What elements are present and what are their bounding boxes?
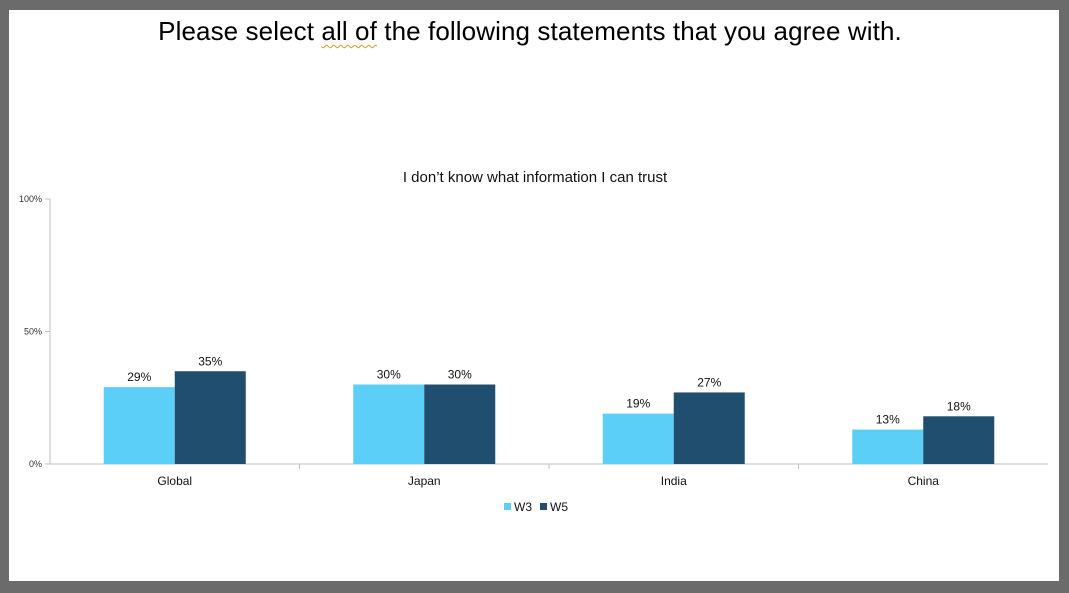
data-label: 27% bbox=[697, 375, 721, 389]
legend-swatch bbox=[540, 503, 547, 510]
data-label: 19% bbox=[626, 397, 650, 411]
slide-title-emphasis: all of bbox=[321, 16, 377, 46]
category-label: Japan bbox=[408, 474, 441, 488]
bar bbox=[174, 371, 246, 464]
bar bbox=[103, 387, 175, 464]
y-tick-label: 100% bbox=[19, 194, 42, 204]
data-label: 18% bbox=[947, 399, 971, 413]
bar bbox=[353, 384, 425, 464]
y-tick-label: 0% bbox=[29, 459, 42, 469]
y-tick-label: 50% bbox=[24, 327, 42, 337]
data-label: 13% bbox=[876, 413, 900, 427]
bar bbox=[852, 429, 924, 464]
legend-label: W5 bbox=[550, 500, 568, 514]
legend-swatch bbox=[504, 503, 511, 510]
legend-label: W3 bbox=[514, 500, 532, 514]
slide-background bbox=[9, 10, 1059, 581]
bar bbox=[602, 413, 674, 464]
slide-title: Please select all of the following state… bbox=[0, 16, 1060, 47]
category-label: Global bbox=[157, 474, 192, 488]
data-label: 30% bbox=[377, 368, 401, 382]
category-label: India bbox=[661, 474, 687, 488]
slide-title-end: the following statements that you agree … bbox=[376, 16, 902, 46]
data-label: 30% bbox=[448, 368, 472, 382]
chart-bars bbox=[103, 371, 995, 464]
data-label: 29% bbox=[127, 370, 151, 384]
chart-labels: Global 29% 35% Japan 30% 30% India 19% 27% China 1… bbox=[127, 354, 971, 488]
data-label: 35% bbox=[198, 354, 222, 368]
bar bbox=[673, 392, 745, 464]
bar bbox=[923, 416, 995, 464]
slide-title-start: Please select bbox=[158, 16, 322, 46]
category-label: China bbox=[908, 474, 940, 488]
chart-legend: W3 W5 bbox=[504, 500, 568, 514]
chart-title: I don’t know what information I can trus… bbox=[403, 169, 668, 186]
bar bbox=[424, 384, 496, 464]
